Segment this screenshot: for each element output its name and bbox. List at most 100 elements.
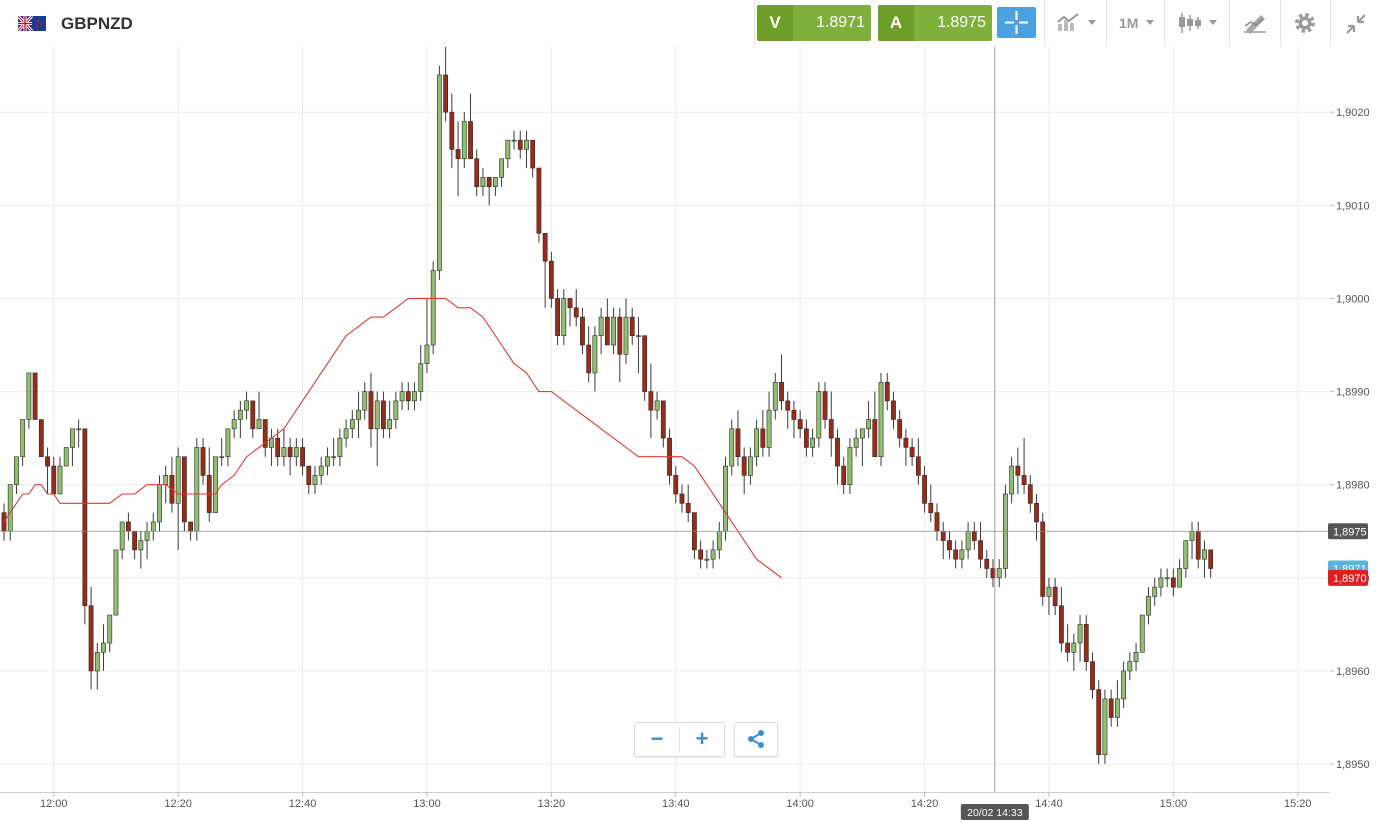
candle-body (318, 465, 324, 476)
candle-body (685, 503, 691, 513)
candle-body (828, 419, 834, 439)
candle-body (909, 447, 915, 458)
candle-body (492, 177, 498, 187)
toolbar-divider (1330, 0, 1331, 47)
candle (878, 372, 884, 467)
chart-compare-icon (1057, 13, 1079, 31)
candle (492, 177, 498, 196)
candle (275, 428, 281, 467)
candle-body (561, 298, 567, 336)
candle (685, 484, 691, 522)
candle-body (878, 381, 884, 458)
candle-body (841, 465, 847, 485)
candle (331, 438, 337, 467)
candle-body (971, 530, 977, 541)
candle-body (729, 428, 735, 467)
candle (343, 419, 349, 448)
timeframe-dropdown[interactable]: 1M (1108, 0, 1163, 47)
ask-price-label-text: 1,8970 (1333, 573, 1367, 585)
candle-body (679, 493, 685, 504)
candle (866, 400, 871, 439)
candle (430, 261, 436, 355)
candle-body (45, 456, 50, 467)
candle-body (654, 400, 660, 411)
candle-body (82, 428, 88, 607)
candle (573, 289, 579, 327)
candle (293, 438, 299, 467)
candle-body (897, 419, 903, 439)
candle-body (548, 260, 554, 299)
candle (816, 382, 822, 448)
candle (853, 428, 859, 457)
candle (915, 438, 921, 485)
sell-price: 1.8971 (816, 14, 865, 31)
candle-body (387, 419, 393, 430)
candle-body (604, 316, 610, 346)
candle-body (598, 316, 604, 336)
y-tick-label: 1,8990 (1336, 387, 1370, 399)
sell-button[interactable]: V 1.8971 (757, 5, 871, 41)
zoom-out-button[interactable]: − (650, 726, 664, 751)
toolbar-divider (1106, 0, 1107, 47)
candle-body (822, 391, 828, 420)
candle-body (1102, 698, 1108, 756)
candle-body (797, 419, 803, 430)
candle-body (803, 428, 809, 448)
zoom-in-button[interactable]: + (695, 726, 709, 751)
candle (300, 438, 305, 476)
candle (1133, 643, 1139, 671)
candle-body (132, 530, 138, 551)
candle (611, 307, 616, 355)
chart-toolbar: GBPNZD V 1.8971 A 1.8975 1M (0, 0, 1380, 48)
candle-body (947, 540, 952, 551)
settings-button[interactable] (1282, 0, 1329, 47)
candle-body (710, 549, 716, 560)
candle (231, 410, 237, 439)
price-chart[interactable]: 20/02 14:33 1,9020 1,9010 1,9000 1,8990 1,89… (0, 47, 1380, 822)
candle (405, 382, 411, 411)
x-tick-label: 12:40 (289, 798, 317, 810)
candle (592, 326, 598, 392)
candle-body (1027, 484, 1033, 504)
candle (325, 447, 330, 476)
candle-body (586, 344, 592, 374)
candle-body (88, 605, 94, 672)
candle (891, 391, 896, 429)
candle (909, 438, 915, 467)
chart-type-dropdown[interactable] (1166, 0, 1228, 47)
candle-body (101, 642, 106, 653)
candle (362, 382, 368, 420)
candle (38, 419, 44, 458)
candle-body (965, 530, 971, 551)
x-tick-label: 14:20 (911, 798, 939, 810)
candle-body (399, 391, 405, 402)
candle-body (175, 456, 181, 504)
candle-body (275, 437, 281, 458)
candle (772, 372, 778, 420)
candle-body (953, 549, 959, 560)
candle (835, 428, 840, 485)
candle (505, 139, 511, 169)
drawing-tools-button[interactable] (1231, 0, 1279, 47)
candle (548, 251, 554, 308)
share-button[interactable] (734, 722, 778, 757)
compare-button[interactable] (1046, 0, 1105, 47)
candle (318, 456, 324, 485)
buy-button[interactable]: A 1.8975 (878, 5, 992, 41)
candle-body (163, 475, 169, 485)
candle-body (698, 549, 704, 560)
candle-body (872, 419, 878, 458)
candle (660, 400, 666, 448)
candle-body (617, 316, 623, 355)
candle-body (486, 177, 492, 187)
candle-body (1065, 642, 1071, 653)
candle-body (51, 465, 57, 495)
candle (1052, 577, 1058, 616)
candle-body (1090, 661, 1095, 690)
crosshair-button[interactable] (997, 7, 1036, 38)
collapse-button[interactable] (1332, 0, 1380, 47)
candle-body (1170, 577, 1176, 588)
candle-body (891, 400, 896, 420)
collapse-icon (1346, 14, 1366, 34)
candle (94, 643, 100, 690)
